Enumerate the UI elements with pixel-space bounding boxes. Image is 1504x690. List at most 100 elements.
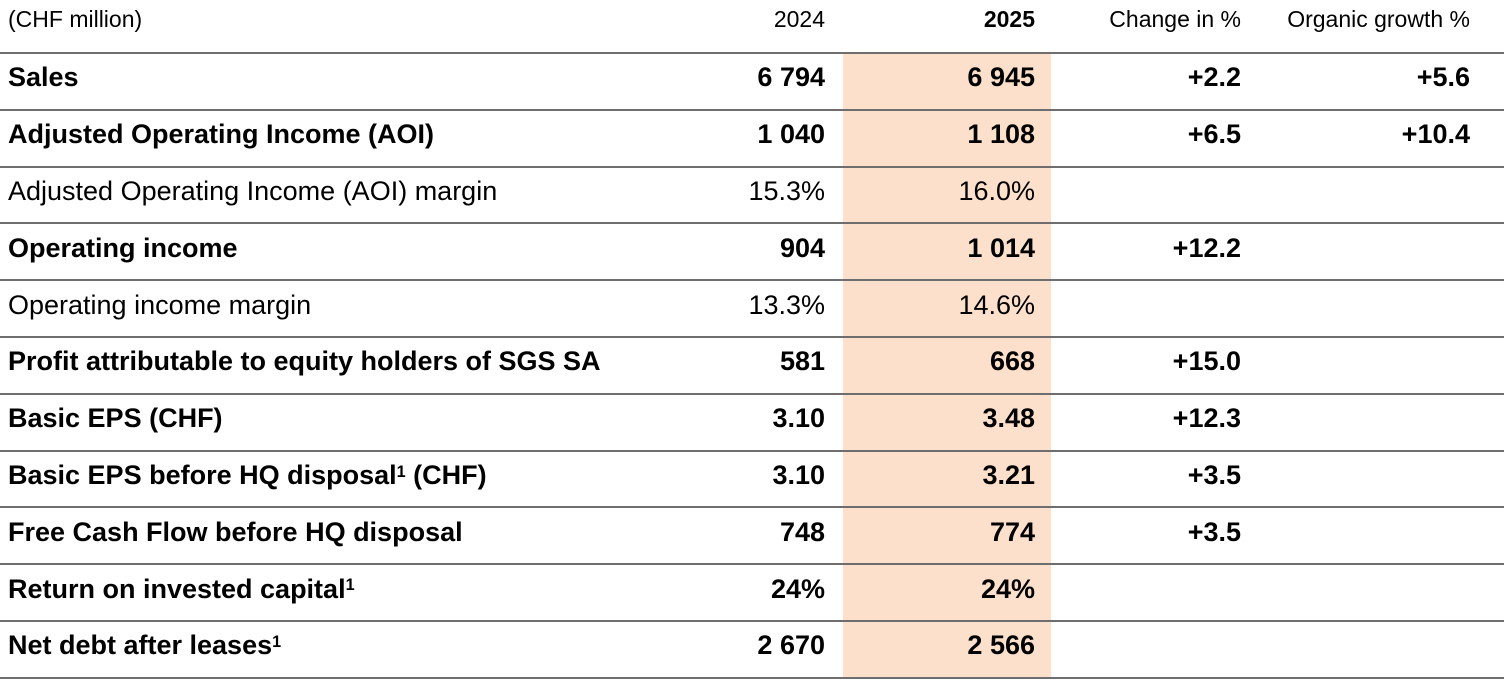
row-label: Profit attributable to equity holders of… — [8, 346, 601, 377]
value-2024: 2 670 — [540, 619, 843, 679]
value-2025: 668 — [843, 335, 1051, 394]
row-label-cell: Adjusted Operating Income (AOI) — [0, 108, 540, 167]
value-change-percent — [1051, 165, 1241, 224]
value-2025: 774 — [843, 506, 1051, 565]
table-row: Net debt after leases1 2 670 2 566 — [0, 619, 1504, 679]
row-label: Adjusted Operating Income (AOI) margin — [8, 175, 498, 206]
footnote-marker: 1 — [345, 576, 355, 595]
table-row: Operating income 904 1 014 +12.2 — [0, 222, 1504, 281]
row-spacer — [1470, 335, 1504, 394]
row-spacer — [1470, 449, 1504, 508]
value-organic-growth-percent — [1241, 619, 1470, 679]
table-row: Free Cash Flow before HQ disposal 748 77… — [0, 506, 1504, 565]
value-2025: 1 014 — [843, 222, 1051, 281]
value-2025: 14.6% — [843, 279, 1051, 337]
row-label: Basic EPS (CHF) — [8, 403, 223, 434]
column-header-2025: 2025 — [983, 6, 1035, 32]
value-organic-growth-percent — [1241, 506, 1470, 565]
row-label: Return on invested capital — [8, 573, 346, 604]
value-2025: 1 108 — [843, 108, 1051, 167]
row-spacer — [1470, 222, 1504, 281]
row-spacer — [1470, 392, 1504, 451]
row-label: Adjusted Operating Income (AOI) — [8, 119, 435, 150]
value-change-percent: +3.5 — [1051, 449, 1241, 508]
value-change-percent: +3.5 — [1051, 506, 1241, 565]
value-organic-growth-percent — [1241, 335, 1470, 394]
value-2024: 904 — [540, 222, 843, 281]
row-spacer — [1470, 108, 1504, 167]
header-row: (CHF million) 2024 2025 Change in % Orga… — [0, 0, 1504, 53]
value-2025: 2 566 — [843, 619, 1051, 679]
value-organic-growth-percent: +10.4 — [1241, 108, 1470, 167]
row-label-cell: Sales — [0, 52, 540, 110]
value-2025: 6 945 — [843, 52, 1051, 110]
row-spacer — [1470, 619, 1504, 679]
value-2025: 3.21 — [843, 449, 1051, 508]
table-row: Basic EPS (CHF) 3.10 3.48 +12.3 — [0, 392, 1504, 451]
row-label: Free Cash Flow before HQ disposal — [8, 516, 463, 547]
row-label: Sales — [8, 62, 79, 93]
row-label-cell: Operating income margin — [0, 279, 540, 337]
table-row: Basic EPS before HQ disposal1 (CHF) 3.10… — [0, 449, 1504, 508]
value-2024: 3.10 — [540, 449, 843, 508]
value-change-percent: +6.5 — [1051, 108, 1241, 167]
header-spacer — [1470, 0, 1504, 53]
row-label-cell: Adjusted Operating Income (AOI) margin — [0, 165, 540, 224]
value-change-percent — [1051, 279, 1241, 337]
value-organic-growth-percent — [1241, 222, 1470, 281]
row-label: Operating income margin — [8, 289, 312, 320]
column-header-2024: 2024 — [773, 6, 825, 32]
value-2024: 1 040 — [540, 108, 843, 167]
value-2025: 24% — [843, 563, 1051, 621]
row-spacer — [1470, 52, 1504, 110]
value-change-percent: +12.3 — [1051, 392, 1241, 451]
row-label-cell: Net debt after leases1 — [0, 619, 540, 679]
row-label-cell: Return on invested capital1 — [0, 563, 540, 621]
value-organic-growth-percent — [1241, 165, 1470, 224]
value-change-percent: +15.0 — [1051, 335, 1241, 394]
value-organic-growth-percent — [1241, 563, 1470, 621]
table-row: Profit attributable to equity holders of… — [0, 335, 1504, 394]
value-organic-growth-percent — [1241, 449, 1470, 508]
table-row: Operating income margin 13.3% 14.6% — [0, 279, 1504, 337]
column-header-change: Change in % — [1109, 6, 1241, 32]
row-label-cell: Free Cash Flow before HQ disposal — [0, 506, 540, 565]
value-2024: 15.3% — [540, 165, 843, 224]
value-2024: 13.3% — [540, 279, 843, 337]
row-spacer — [1470, 563, 1504, 621]
row-spacer — [1470, 279, 1504, 337]
value-change-percent: +12.2 — [1051, 222, 1241, 281]
value-organic-growth-percent — [1241, 279, 1470, 337]
footnote-marker: 1 — [272, 633, 282, 652]
footnote-marker: 1 — [396, 462, 406, 481]
unit-label: (CHF million) — [8, 6, 143, 32]
value-2024: 24% — [540, 563, 843, 621]
row-label-cell: Basic EPS before HQ disposal1 (CHF) — [0, 449, 540, 508]
row-label-cell: Operating income — [0, 222, 540, 281]
value-2024: 748 — [540, 506, 843, 565]
row-label: Basic EPS before HQ disposal — [8, 459, 397, 490]
column-header-organic-growth: Organic growth % — [1287, 6, 1470, 32]
row-label: Net debt after leases — [8, 630, 273, 661]
value-organic-growth-percent: +5.6 — [1241, 52, 1470, 110]
value-2025: 16.0% — [843, 165, 1051, 224]
value-2024: 6 794 — [540, 52, 843, 110]
row-label-cell: Profit attributable to equity holders of… — [0, 335, 601, 394]
table-row: Return on invested capital1 24% 24% — [0, 563, 1504, 621]
value-change-percent: +2.2 — [1051, 52, 1241, 110]
value-2024: 3.10 — [540, 392, 843, 451]
value-organic-growth-percent — [1241, 392, 1470, 451]
row-label-cell: Basic EPS (CHF) — [0, 392, 540, 451]
table-row: Adjusted Operating Income (AOI) 1 040 1 … — [0, 108, 1504, 167]
value-2024: 581 — [540, 335, 843, 394]
value-change-percent — [1051, 563, 1241, 621]
row-spacer — [1470, 165, 1504, 224]
value-2025: 3.48 — [843, 392, 1051, 451]
value-change-percent — [1051, 619, 1241, 679]
row-label-suffix: (CHF) — [405, 459, 487, 490]
table-row: Adjusted Operating Income (AOI) margin 1… — [0, 165, 1504, 224]
row-label: Operating income — [8, 232, 238, 263]
table-row: Sales 6 794 6 945 +2.2 +5.6 — [0, 52, 1504, 110]
row-spacer — [1470, 506, 1504, 565]
